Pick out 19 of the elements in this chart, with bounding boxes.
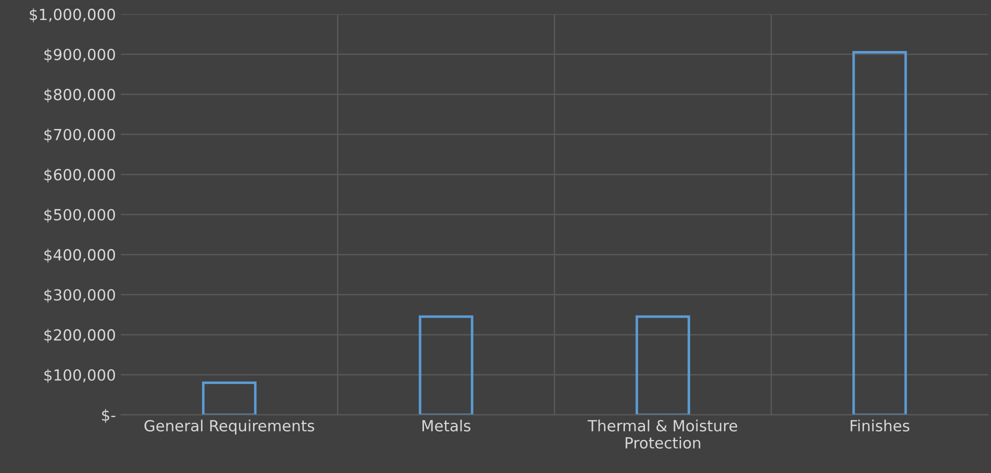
- y-tick-label: $100,000: [44, 368, 116, 383]
- y-tick-label: $800,000: [44, 88, 116, 102]
- x-tick-label: Finishes: [850, 420, 910, 432]
- x-tick-label: General Requirements: [144, 420, 314, 434]
- y-tick-label: $200,000: [44, 328, 116, 343]
- y-tick-label: $-: [102, 409, 116, 423]
- x-tick-label: Thermal & Moisture Protection: [588, 420, 738, 449]
- bar: [202, 382, 257, 415]
- y-tick-label: $600,000: [44, 168, 116, 182]
- y-tick-label: $400,000: [44, 248, 116, 263]
- y-tick-label: $500,000: [44, 208, 116, 223]
- y-tick-label: $1,000,000: [30, 8, 116, 22]
- y-tick-label: $900,000: [44, 48, 116, 62]
- bar: [852, 51, 907, 415]
- y-tick-label: $700,000: [44, 128, 116, 142]
- y-tick-label: $300,000: [44, 288, 116, 303]
- bar: [636, 315, 690, 415]
- bar: [418, 315, 474, 415]
- x-tick-label: Metals: [422, 420, 470, 432]
